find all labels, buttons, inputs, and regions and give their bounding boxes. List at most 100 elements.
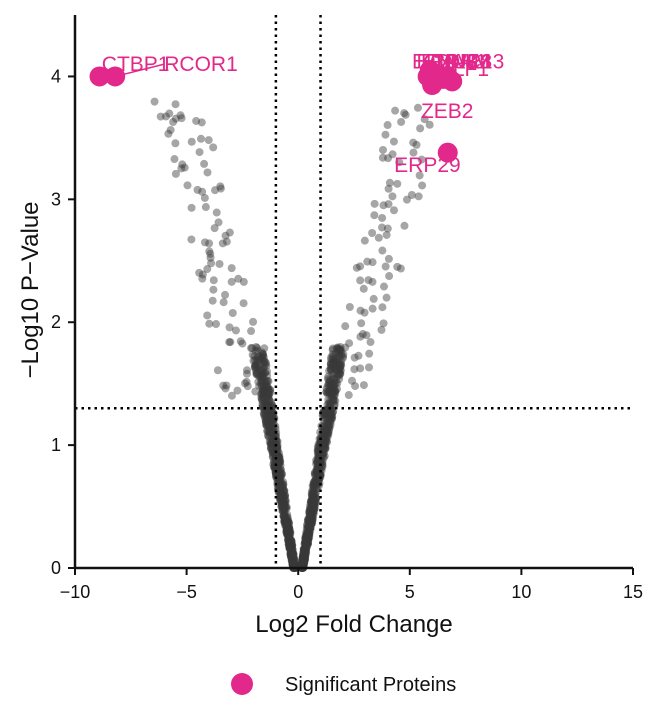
background-point [307, 510, 316, 519]
background-point [312, 481, 321, 490]
background-point [187, 203, 196, 212]
background-point [284, 530, 293, 539]
background-point [358, 330, 367, 339]
background-point [305, 518, 314, 527]
background-point [305, 523, 314, 532]
background-point [324, 430, 333, 439]
background-point [301, 547, 310, 556]
background-point [288, 541, 297, 550]
background-point [302, 536, 311, 545]
background-point [299, 545, 308, 554]
background-point [299, 557, 308, 566]
background-point [287, 542, 296, 551]
background-point [284, 526, 293, 535]
background-point [258, 396, 267, 405]
background-point [286, 536, 295, 545]
background-point [303, 532, 312, 541]
background-point [203, 168, 212, 177]
background-point [222, 381, 231, 390]
background-point [333, 365, 342, 374]
background-point [328, 370, 337, 379]
background-point [180, 163, 189, 172]
background-point [279, 497, 288, 506]
background-point [341, 343, 350, 352]
background-point [345, 339, 354, 348]
background-point [316, 452, 325, 461]
background-point [258, 378, 267, 387]
background-point [198, 187, 207, 196]
background-point [322, 387, 331, 396]
background-point [287, 543, 296, 552]
background-point [171, 139, 180, 148]
background-point [329, 396, 338, 405]
background-point [317, 439, 326, 448]
background-point [264, 431, 273, 440]
background-point [287, 546, 296, 555]
background-point [335, 359, 344, 368]
background-point [301, 538, 310, 547]
background-point [286, 543, 295, 552]
background-point [323, 415, 332, 424]
background-point [311, 469, 320, 478]
background-point [332, 384, 341, 393]
background-point [321, 443, 330, 452]
background-point [307, 514, 316, 523]
background-point [315, 453, 324, 462]
background-point [301, 548, 310, 557]
background-point [290, 560, 299, 569]
background-point [320, 437, 329, 446]
background-point [253, 344, 262, 353]
y-tick-label: 0 [51, 558, 61, 578]
background-point [302, 543, 311, 552]
background-point [328, 412, 337, 421]
background-point [290, 559, 299, 568]
background-point [275, 473, 284, 482]
background-point [278, 500, 287, 509]
background-point [282, 530, 291, 539]
background-point [282, 525, 291, 534]
background-point [283, 519, 292, 528]
threshold-lines [75, 15, 633, 568]
background-point [326, 416, 335, 425]
background-point [250, 362, 259, 371]
background-point [303, 528, 312, 537]
background-point [273, 454, 282, 463]
background-point [298, 560, 307, 569]
background-point [286, 539, 295, 548]
y-axis-label: −Log10 P−Value [17, 201, 44, 378]
background-point [276, 478, 285, 487]
background-point [260, 408, 269, 417]
background-point [284, 523, 293, 532]
background-point [288, 560, 297, 569]
background-point [255, 354, 264, 363]
background-point [277, 493, 286, 502]
background-point [271, 452, 280, 461]
background-point [268, 440, 277, 449]
background-point [400, 109, 409, 118]
background-point [287, 556, 296, 565]
background-point [206, 249, 215, 258]
background-point [252, 355, 261, 364]
background-point [268, 443, 277, 452]
background-point [257, 371, 266, 380]
background-point [269, 415, 278, 424]
background-point [268, 448, 277, 457]
background-point [327, 390, 336, 399]
background-point [289, 556, 298, 565]
background-point [266, 443, 275, 452]
background-point [278, 496, 287, 505]
background-point [257, 375, 266, 384]
background-point [320, 427, 329, 436]
background-point [281, 491, 290, 500]
background-point [352, 263, 361, 272]
background-point [209, 276, 218, 285]
background-point [258, 348, 267, 357]
background-point [330, 381, 339, 390]
background-point [261, 414, 270, 423]
background-point [341, 322, 350, 331]
background-point [323, 429, 332, 438]
background-point [331, 348, 340, 357]
background-point [282, 516, 291, 525]
background-point [326, 417, 335, 426]
background-point [304, 514, 313, 523]
